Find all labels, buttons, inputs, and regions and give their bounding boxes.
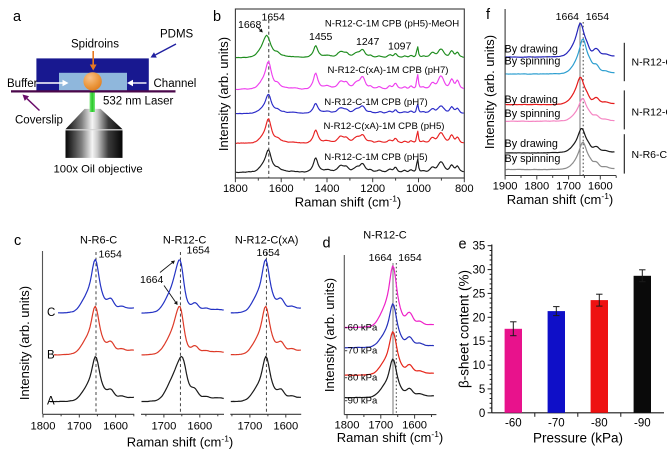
svg-text:1800: 1800 bbox=[335, 420, 360, 432]
svg-text:Intensity (arb. units): Intensity (arb. units) bbox=[482, 35, 497, 149]
svg-text:c: c bbox=[14, 233, 21, 249]
svg-text:By drawing: By drawing bbox=[505, 94, 558, 106]
svg-text:1700: 1700 bbox=[368, 420, 393, 432]
svg-text:B: B bbox=[47, 350, 55, 362]
svg-text:N-R12-C(xA): N-R12-C(xA) bbox=[235, 235, 299, 247]
svg-text:-70 kPa: -70 kPa bbox=[345, 346, 378, 357]
svg-text:1654: 1654 bbox=[99, 249, 123, 261]
svg-text:800: 800 bbox=[455, 183, 474, 195]
svg-text:5: 5 bbox=[479, 384, 485, 396]
svg-text:-80: -80 bbox=[591, 418, 608, 430]
svg-text:1654: 1654 bbox=[586, 11, 610, 23]
svg-text:1654: 1654 bbox=[398, 252, 422, 264]
svg-text:By spinning: By spinning bbox=[505, 108, 561, 120]
svg-text:1600: 1600 bbox=[187, 421, 212, 433]
svg-text:N-R12-C: N-R12-C bbox=[163, 235, 206, 247]
svg-text:1664: 1664 bbox=[556, 11, 580, 23]
svg-text:1200: 1200 bbox=[360, 183, 385, 195]
svg-text:Raman shift (cm-1): Raman shift (cm-1) bbox=[295, 194, 402, 210]
svg-text:Pressure (kPa): Pressure (kPa) bbox=[533, 431, 623, 446]
svg-text:By spinning: By spinning bbox=[505, 56, 561, 68]
svg-text:-70: -70 bbox=[548, 418, 565, 430]
svg-text:1600: 1600 bbox=[588, 181, 613, 193]
svg-text:1664: 1664 bbox=[140, 274, 164, 286]
svg-text:1600: 1600 bbox=[269, 183, 294, 195]
svg-text:a: a bbox=[13, 9, 22, 25]
svg-text:1600: 1600 bbox=[402, 420, 427, 432]
svg-text:N-R12-C-1M CPB (pH7): N-R12-C-1M CPB (pH7) bbox=[324, 97, 427, 108]
svg-text:By drawing: By drawing bbox=[505, 44, 558, 56]
svg-text:1700: 1700 bbox=[237, 421, 262, 433]
svg-text:-80 kPa: -80 kPa bbox=[345, 373, 378, 384]
svg-text:1800: 1800 bbox=[223, 183, 248, 195]
svg-text:25: 25 bbox=[473, 288, 486, 300]
svg-text:Coverslip: Coverslip bbox=[15, 115, 63, 127]
svg-text:Buffer: Buffer bbox=[7, 78, 38, 90]
svg-text:N-R12-C-1M CPB (pH5): N-R12-C-1M CPB (pH5) bbox=[324, 152, 427, 163]
svg-text:N-R12-C-1M CPB (pH5)-MeOH: N-R12-C-1M CPB (pH5)-MeOH bbox=[325, 19, 459, 30]
svg-text:Intensity (arb. units): Intensity (arb. units) bbox=[322, 278, 337, 392]
svg-text:N-R12-C: N-R12-C bbox=[632, 107, 667, 119]
svg-text:-90: -90 bbox=[634, 418, 651, 430]
svg-text:PDMS: PDMS bbox=[160, 29, 194, 41]
svg-text:Intensity (arb. units): Intensity (arb. units) bbox=[17, 286, 32, 400]
svg-text:1668: 1668 bbox=[238, 19, 262, 31]
svg-text:1654: 1654 bbox=[187, 245, 211, 257]
svg-text:1900: 1900 bbox=[493, 181, 518, 193]
svg-text:1600: 1600 bbox=[103, 421, 128, 433]
svg-text:e: e bbox=[459, 237, 467, 253]
svg-text:1400: 1400 bbox=[315, 183, 340, 195]
svg-text:10: 10 bbox=[473, 360, 486, 372]
svg-text:Raman shift (cm-1): Raman shift (cm-1) bbox=[337, 429, 444, 445]
svg-text:532 nm Laser: 532 nm Laser bbox=[103, 96, 173, 108]
svg-text:1654: 1654 bbox=[257, 247, 281, 259]
svg-text:N-R12-C: N-R12-C bbox=[363, 230, 406, 242]
svg-text:Raman shift (cm-1): Raman shift (cm-1) bbox=[507, 191, 614, 207]
svg-text:30: 30 bbox=[473, 265, 486, 277]
svg-text:1700: 1700 bbox=[556, 181, 581, 193]
svg-text:35: 35 bbox=[473, 241, 486, 253]
svg-text:20: 20 bbox=[473, 312, 486, 324]
svg-text:1000: 1000 bbox=[406, 183, 431, 195]
svg-text:1800: 1800 bbox=[31, 421, 56, 433]
svg-text:100x Oil objective: 100x Oil objective bbox=[54, 164, 143, 176]
svg-text:N-R12-C(xA): N-R12-C(xA) bbox=[632, 57, 667, 69]
svg-text:N-R12-C(xA)-1M CPB (pH7): N-R12-C(xA)-1M CPB (pH7) bbox=[328, 65, 449, 76]
svg-text:Intensity (arb. units): Intensity (arb. units) bbox=[216, 37, 231, 151]
svg-text:By spinning: By spinning bbox=[505, 153, 561, 165]
svg-text:1800: 1800 bbox=[524, 181, 549, 193]
svg-text:d: d bbox=[323, 236, 331, 252]
svg-text:15: 15 bbox=[473, 336, 486, 348]
svg-text:N-R6-C: N-R6-C bbox=[80, 235, 117, 247]
svg-text:0: 0 bbox=[479, 408, 485, 420]
svg-text:1247: 1247 bbox=[356, 36, 380, 48]
svg-text:-60 kPa: -60 kPa bbox=[345, 323, 378, 334]
svg-text:A: A bbox=[47, 396, 55, 408]
svg-text:N-R6-C: N-R6-C bbox=[632, 149, 667, 161]
svg-text:β-sheet content (%): β-sheet content (%) bbox=[457, 270, 472, 388]
svg-text:Raman shift (cm-1): Raman shift (cm-1) bbox=[127, 434, 234, 450]
svg-text:1700: 1700 bbox=[67, 421, 92, 433]
svg-text:C: C bbox=[47, 307, 55, 319]
svg-text:1700: 1700 bbox=[151, 421, 176, 433]
svg-text:1664: 1664 bbox=[369, 252, 393, 264]
svg-text:1600: 1600 bbox=[273, 421, 298, 433]
svg-text:N-R12-C(xA)-1M CPB (pH5): N-R12-C(xA)-1M CPB (pH5) bbox=[324, 121, 445, 132]
svg-text:b: b bbox=[213, 9, 221, 25]
svg-text:Spidroins: Spidroins bbox=[71, 39, 119, 51]
svg-text:f: f bbox=[486, 7, 491, 23]
svg-text:1097: 1097 bbox=[388, 41, 412, 53]
svg-text:1455: 1455 bbox=[309, 31, 333, 43]
svg-text:-90 kPa: -90 kPa bbox=[345, 396, 378, 407]
svg-text:1654: 1654 bbox=[262, 12, 286, 24]
svg-text:-60: -60 bbox=[505, 418, 522, 430]
svg-text:Channel: Channel bbox=[154, 78, 197, 90]
svg-text:By drawing: By drawing bbox=[505, 138, 558, 150]
